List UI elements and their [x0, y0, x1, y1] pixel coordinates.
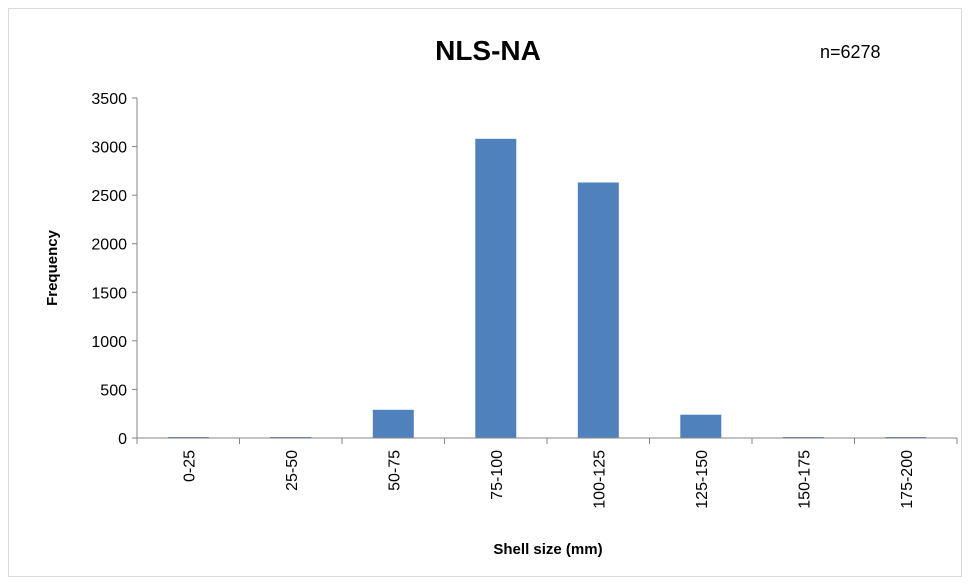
- bar-100-125: [577, 182, 619, 438]
- x-tick-label: 125-150: [694, 450, 711, 509]
- x-tick-label: 25-50: [284, 450, 301, 491]
- bar-series: [167, 138, 927, 439]
- y-tick-label: 3000: [91, 140, 127, 157]
- x-tick-label: 50-75: [386, 450, 403, 491]
- x-tick-label: 175-200: [899, 450, 916, 509]
- x-tick-label: 100-125: [591, 450, 608, 509]
- y-tick-label: 2500: [91, 188, 127, 205]
- bar-50-75: [372, 409, 414, 438]
- y-tick-label: 2000: [91, 237, 127, 254]
- axes: [132, 97, 958, 444]
- y-tick-labels: 0 500 1000 1500 2000 2500 3000 3500: [91, 91, 127, 448]
- y-tick-label: 0: [118, 431, 127, 448]
- x-tick-label: 75-100: [489, 450, 506, 500]
- y-tick-label: 1000: [91, 334, 127, 351]
- chart-title: NLS-NA: [435, 35, 541, 66]
- sample-size-annotation: n=6278: [820, 42, 881, 62]
- y-axis-title: Frequency: [44, 229, 61, 306]
- bar-75-100: [475, 138, 517, 439]
- x-axis-title: Shell size (mm): [493, 541, 602, 558]
- y-tick-label: 3500: [91, 91, 127, 108]
- y-tick-label: 1500: [91, 285, 127, 302]
- x-tick-labels: 0-25 25-50 50-75 75-100 100-125 125-150 150-17…: [181, 450, 916, 509]
- x-tick-label: 150-175: [796, 450, 813, 509]
- bar-125-150: [680, 414, 722, 438]
- y-tick-label: 500: [100, 382, 127, 399]
- x-tick-label: 0-25: [181, 450, 198, 482]
